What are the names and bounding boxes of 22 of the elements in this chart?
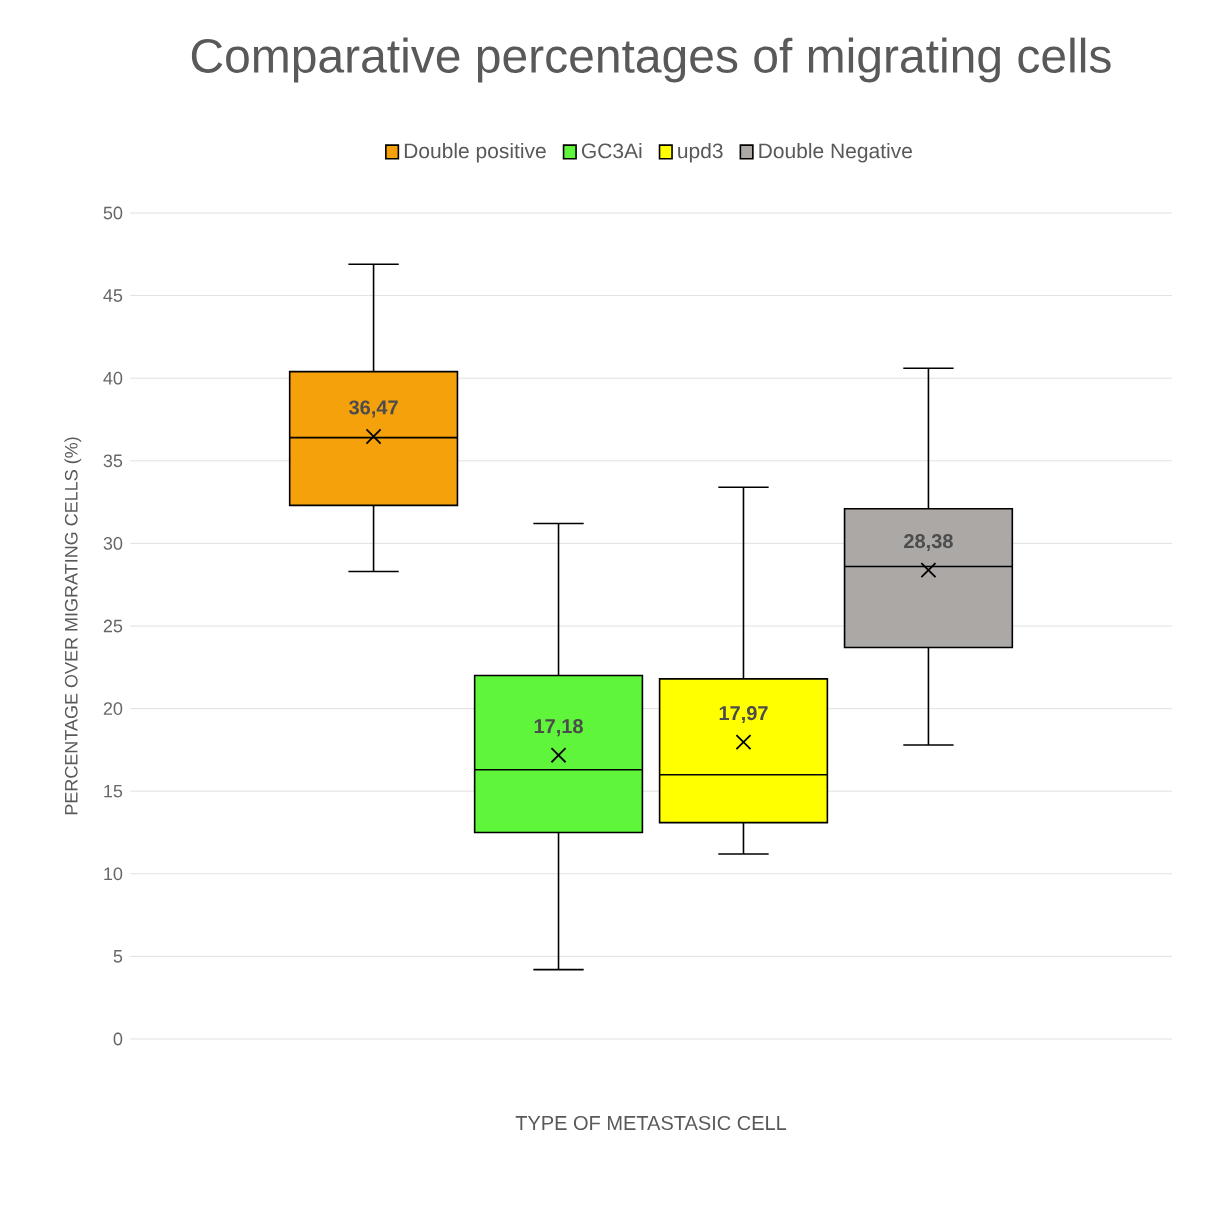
y-tick-label: 15 bbox=[104, 784, 123, 798]
text: 28,38 bbox=[904, 534, 953, 552]
legend-label: Double positive bbox=[404, 142, 546, 163]
x-axis-title: TYPE OF METASTASIC CELL bbox=[515, 1115, 787, 1131]
y-tick-label: 30 bbox=[103, 537, 123, 550]
legend-label: GC3Ai bbox=[581, 142, 642, 159]
y-tick-label: 5 bbox=[113, 950, 123, 963]
y-tick-label: 10 bbox=[104, 867, 123, 881]
text: 36,47 bbox=[349, 400, 398, 418]
y-tick-label: 20 bbox=[103, 702, 123, 715]
y-tick-label: 35 bbox=[103, 454, 123, 468]
y-axis-title: PERCENTAGE OVER MIGRATING CELLS (%) bbox=[64, 437, 82, 815]
chart-title: Comparative percentages of migrating cells bbox=[191, 37, 1111, 83]
legend-label: upd3 bbox=[678, 142, 723, 163]
legend-label: Double Negative bbox=[759, 142, 912, 163]
y-tick-label: 40 bbox=[103, 371, 123, 385]
y-tick-label: 45 bbox=[103, 289, 123, 302]
y-tick-label: 50 bbox=[103, 206, 123, 220]
text: 17,18 bbox=[534, 719, 583, 737]
y-tick-label: 25 bbox=[103, 619, 123, 633]
y-tick-label: 0 bbox=[113, 1032, 123, 1046]
text: 17,97 bbox=[719, 706, 768, 724]
